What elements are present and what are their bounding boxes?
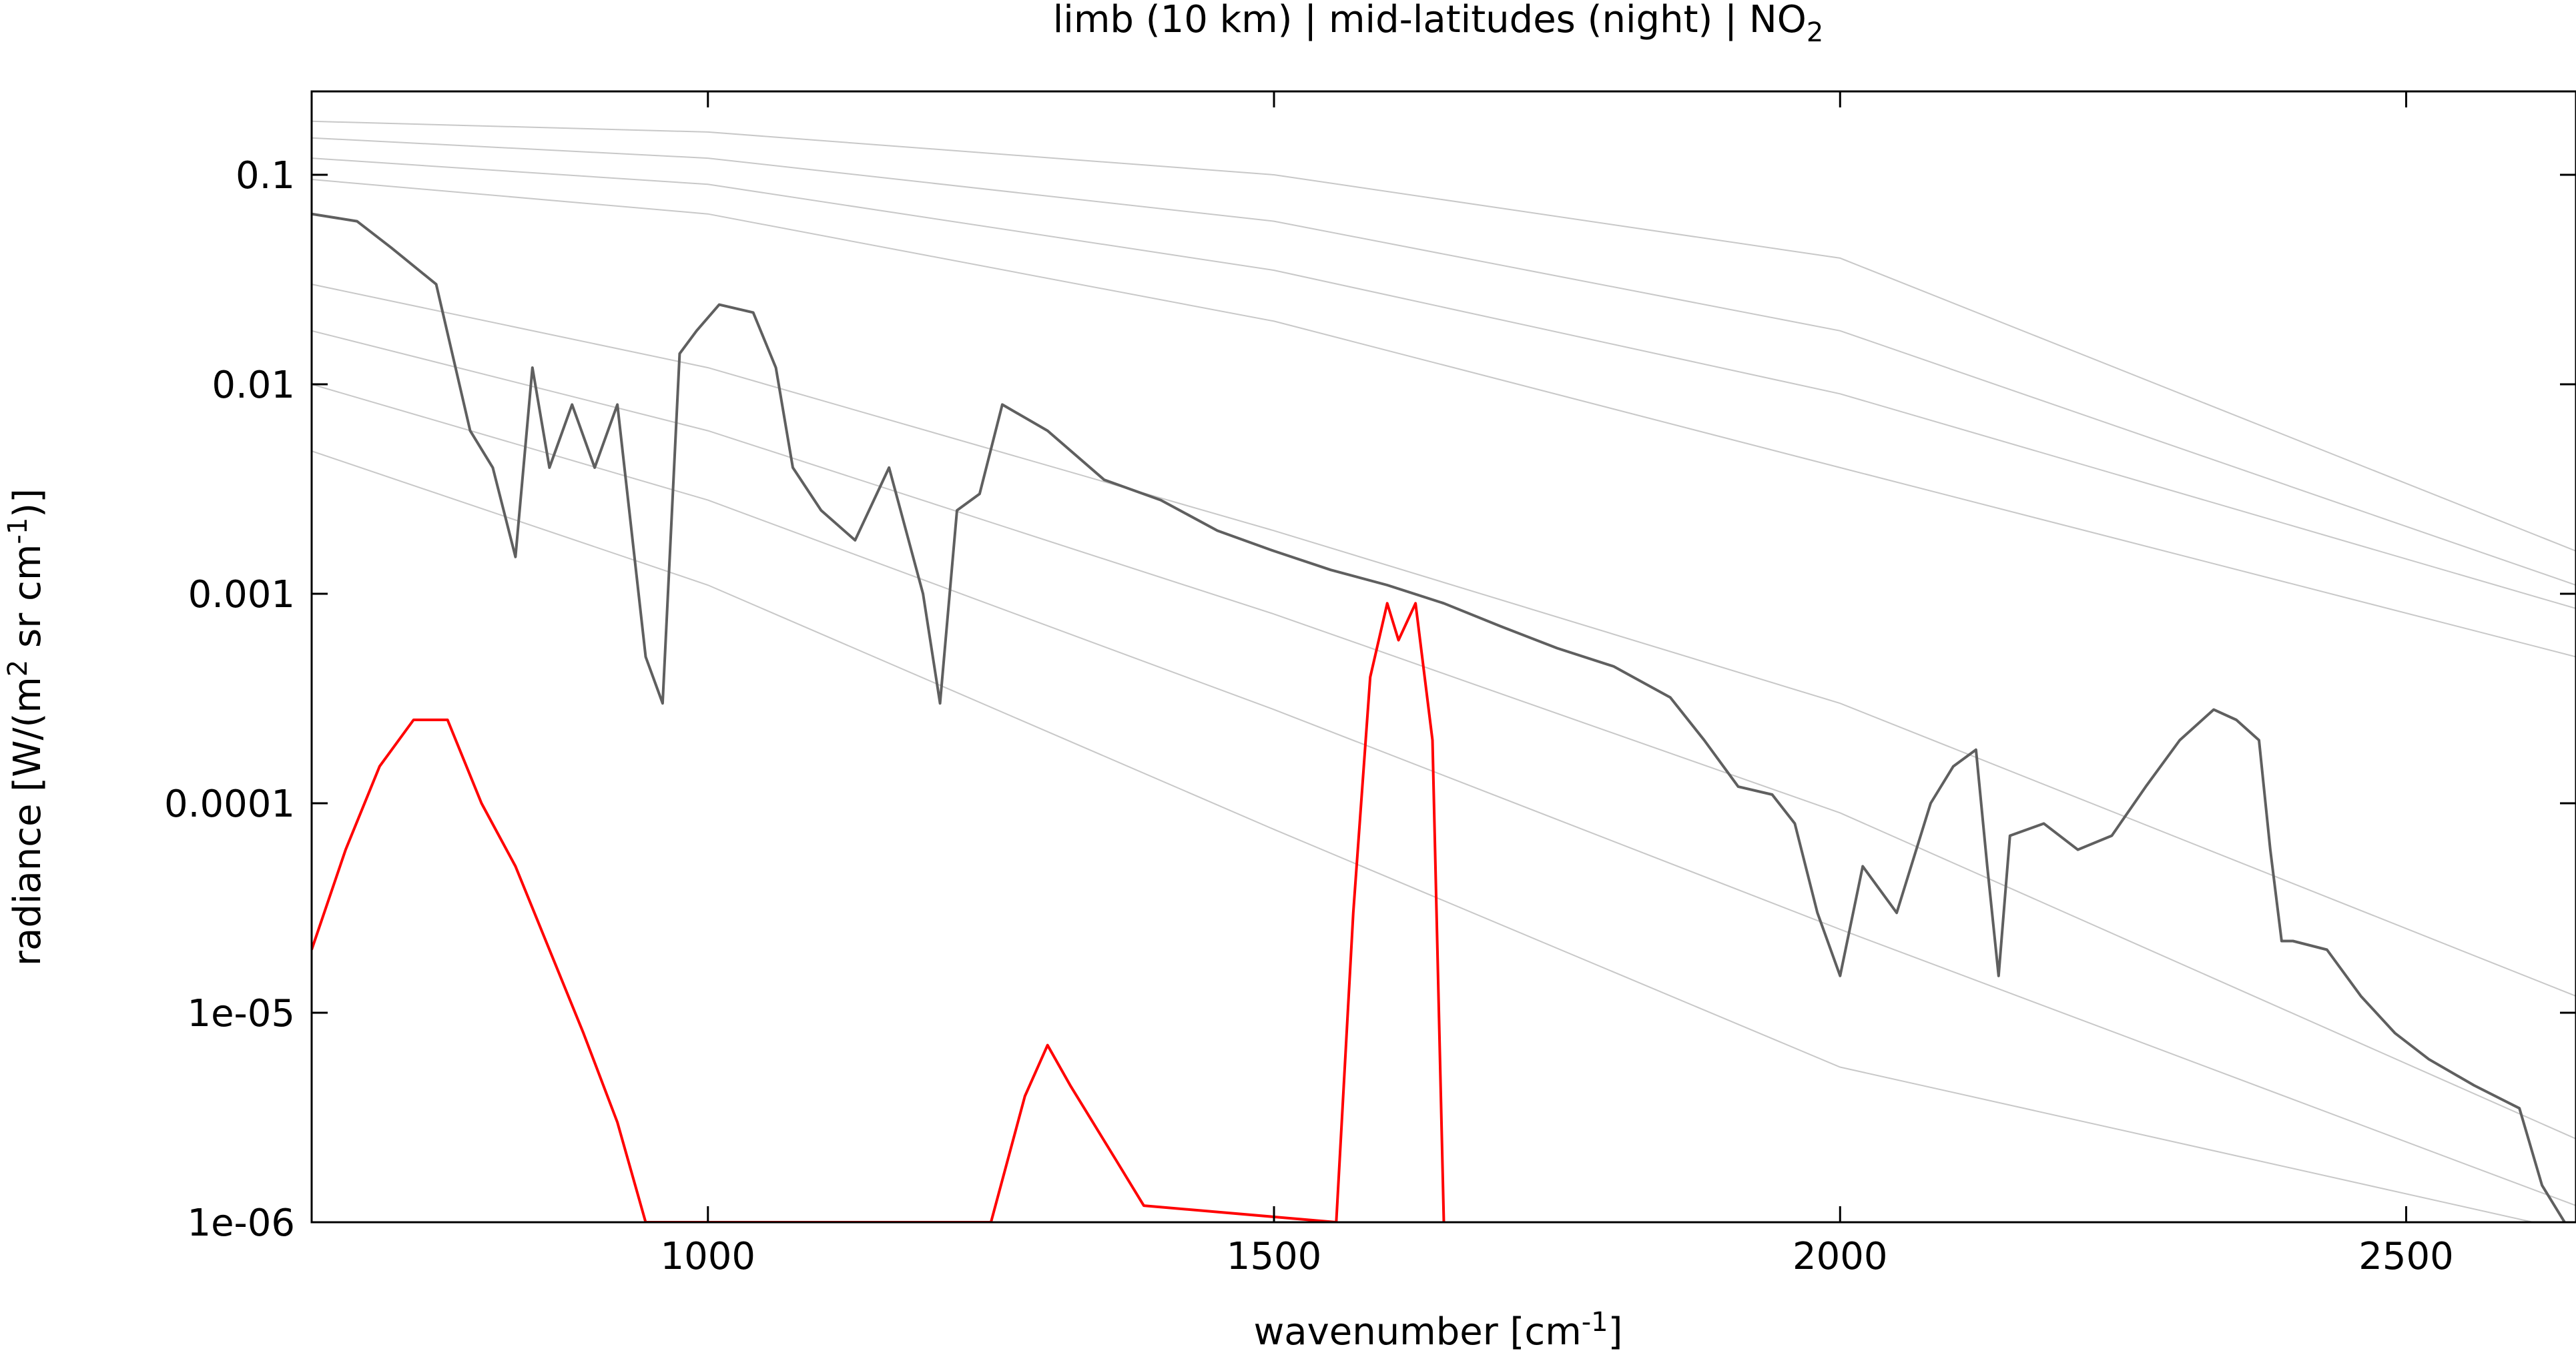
reference-curve (312, 157, 2576, 610)
axis-ticks: 1000 1500 2000 2500 0.1 0.01 0.001 0.0001 1e-05 1… (164, 91, 2576, 1278)
y-axis-label: radiance [W/(m2 sr cm-1)] (3, 488, 49, 966)
reference-curve (312, 384, 2576, 1207)
x-tick-label: 2500 (2358, 1235, 2454, 1278)
x-tick-label: 1000 (661, 1235, 756, 1278)
y-tick-label: 0.001 (188, 573, 295, 616)
y-tick-label: 0.0001 (164, 783, 295, 826)
reference-curve (312, 284, 2576, 997)
reference-curve (312, 450, 2537, 1222)
reference-curve (312, 120, 2576, 552)
y-tick-label: 0.01 (212, 364, 295, 407)
x-tick-label: 2000 (1793, 1235, 1888, 1278)
y-tick-label: 0.1 (236, 154, 295, 197)
chart-title: limb (10 km) | mid-latitudes (night) | N… (1053, 0, 1824, 48)
series-line (312, 212, 2566, 1222)
reference-curve (312, 330, 2576, 1140)
x-tick-label: 1500 (1227, 1235, 1322, 1278)
reference-curve (312, 137, 2576, 586)
x-axis-label: wavenumber [cm-1] (1253, 1307, 1622, 1354)
y-tick-label: 1e-05 (187, 992, 295, 1035)
plot-area-frame (310, 90, 2576, 1224)
y-tick-label: 1e-06 (187, 1202, 295, 1245)
reference-curve (312, 179, 2576, 658)
series-line (312, 602, 1445, 1222)
series-group (312, 212, 2566, 1222)
reference-curves (312, 120, 2576, 1222)
